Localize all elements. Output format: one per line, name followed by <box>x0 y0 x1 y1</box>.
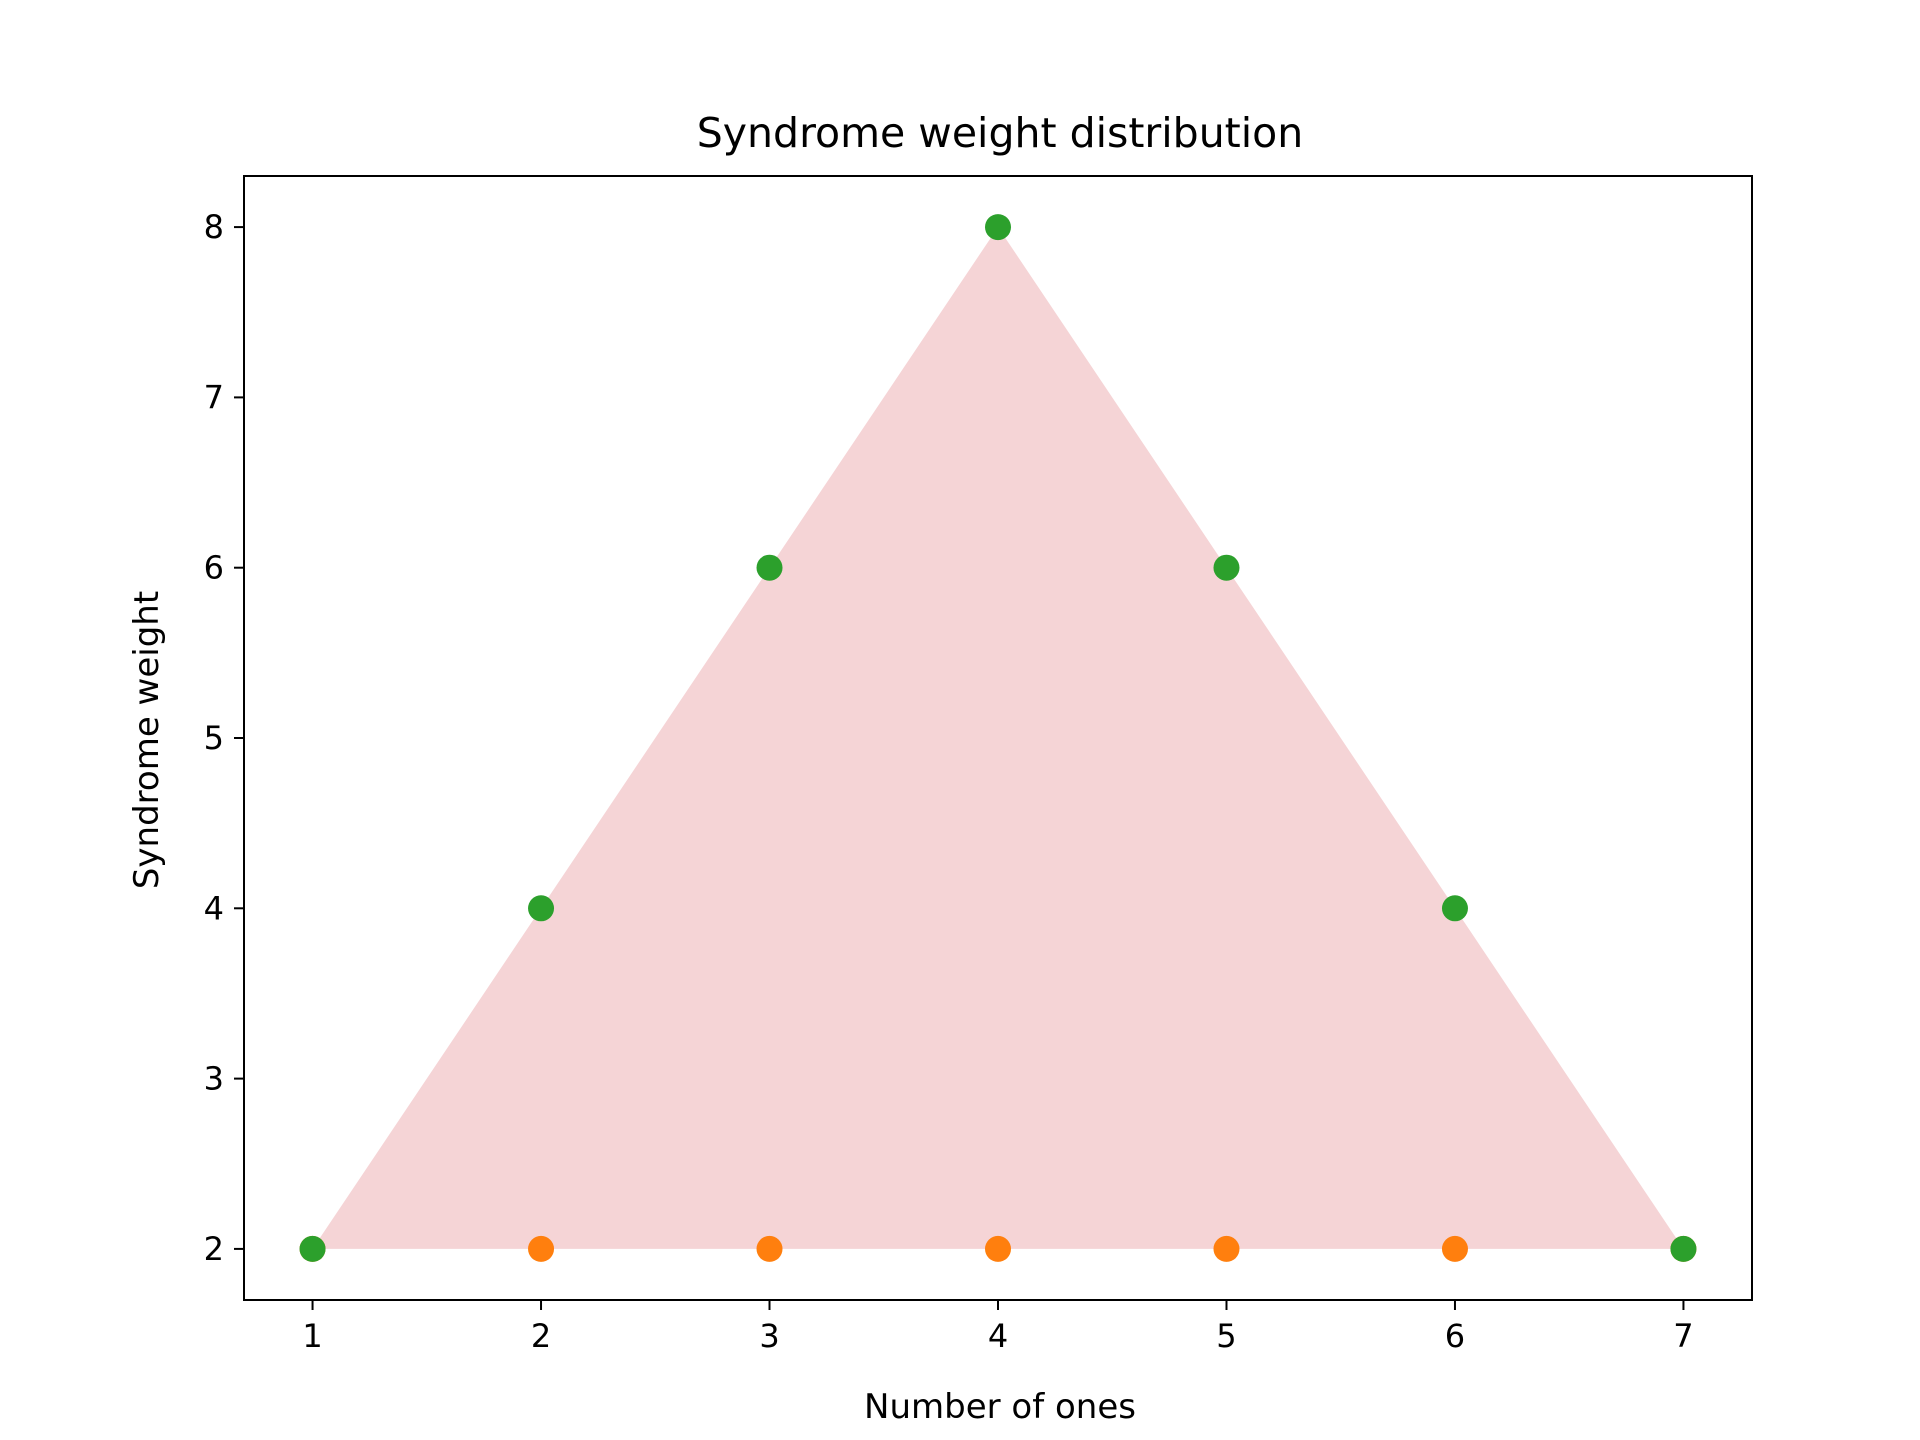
x-tick-label: 6 <box>1445 1317 1465 1355</box>
y-axis: 2 3 4 5 6 7 8 <box>204 208 244 1268</box>
y-tick-label: 7 <box>204 378 224 416</box>
data-point <box>1441 1235 1468 1262</box>
fill-band <box>312 227 1684 1249</box>
data-point <box>299 1235 326 1262</box>
chart-title: Syndrome weight distribution <box>697 109 1303 157</box>
x-tick-label: 4 <box>988 1317 1008 1355</box>
data-point <box>1670 1235 1697 1262</box>
x-tick-label: 2 <box>531 1317 551 1355</box>
data-point <box>756 554 783 581</box>
data-point <box>528 895 555 922</box>
y-tick-label: 5 <box>204 719 224 757</box>
y-axis-label: Syndrome weight <box>127 591 167 889</box>
x-tick-label: 5 <box>1216 1317 1236 1355</box>
y-tick-label: 3 <box>204 1060 224 1098</box>
x-axis: 1 2 3 4 5 6 7 <box>302 1300 1694 1355</box>
y-tick-label: 6 <box>204 549 224 587</box>
y-tick-label: 8 <box>204 208 224 246</box>
y-tick-label: 2 <box>204 1230 224 1268</box>
data-point <box>1441 895 1468 922</box>
data-point <box>1213 1235 1240 1262</box>
data-point <box>985 1235 1011 1262</box>
x-tick-label: 7 <box>1673 1317 1693 1355</box>
x-axis-label: Number of ones <box>864 1387 1136 1427</box>
data-point <box>528 1235 555 1262</box>
series-max <box>299 214 1697 1262</box>
x-tick-label: 3 <box>759 1317 779 1355</box>
data-point <box>1213 554 1240 581</box>
data-point <box>756 1235 783 1262</box>
y-tick-label: 4 <box>204 889 224 927</box>
x-tick-label: 1 <box>302 1317 322 1355</box>
plot-area <box>299 214 1697 1262</box>
data-point <box>985 214 1011 241</box>
